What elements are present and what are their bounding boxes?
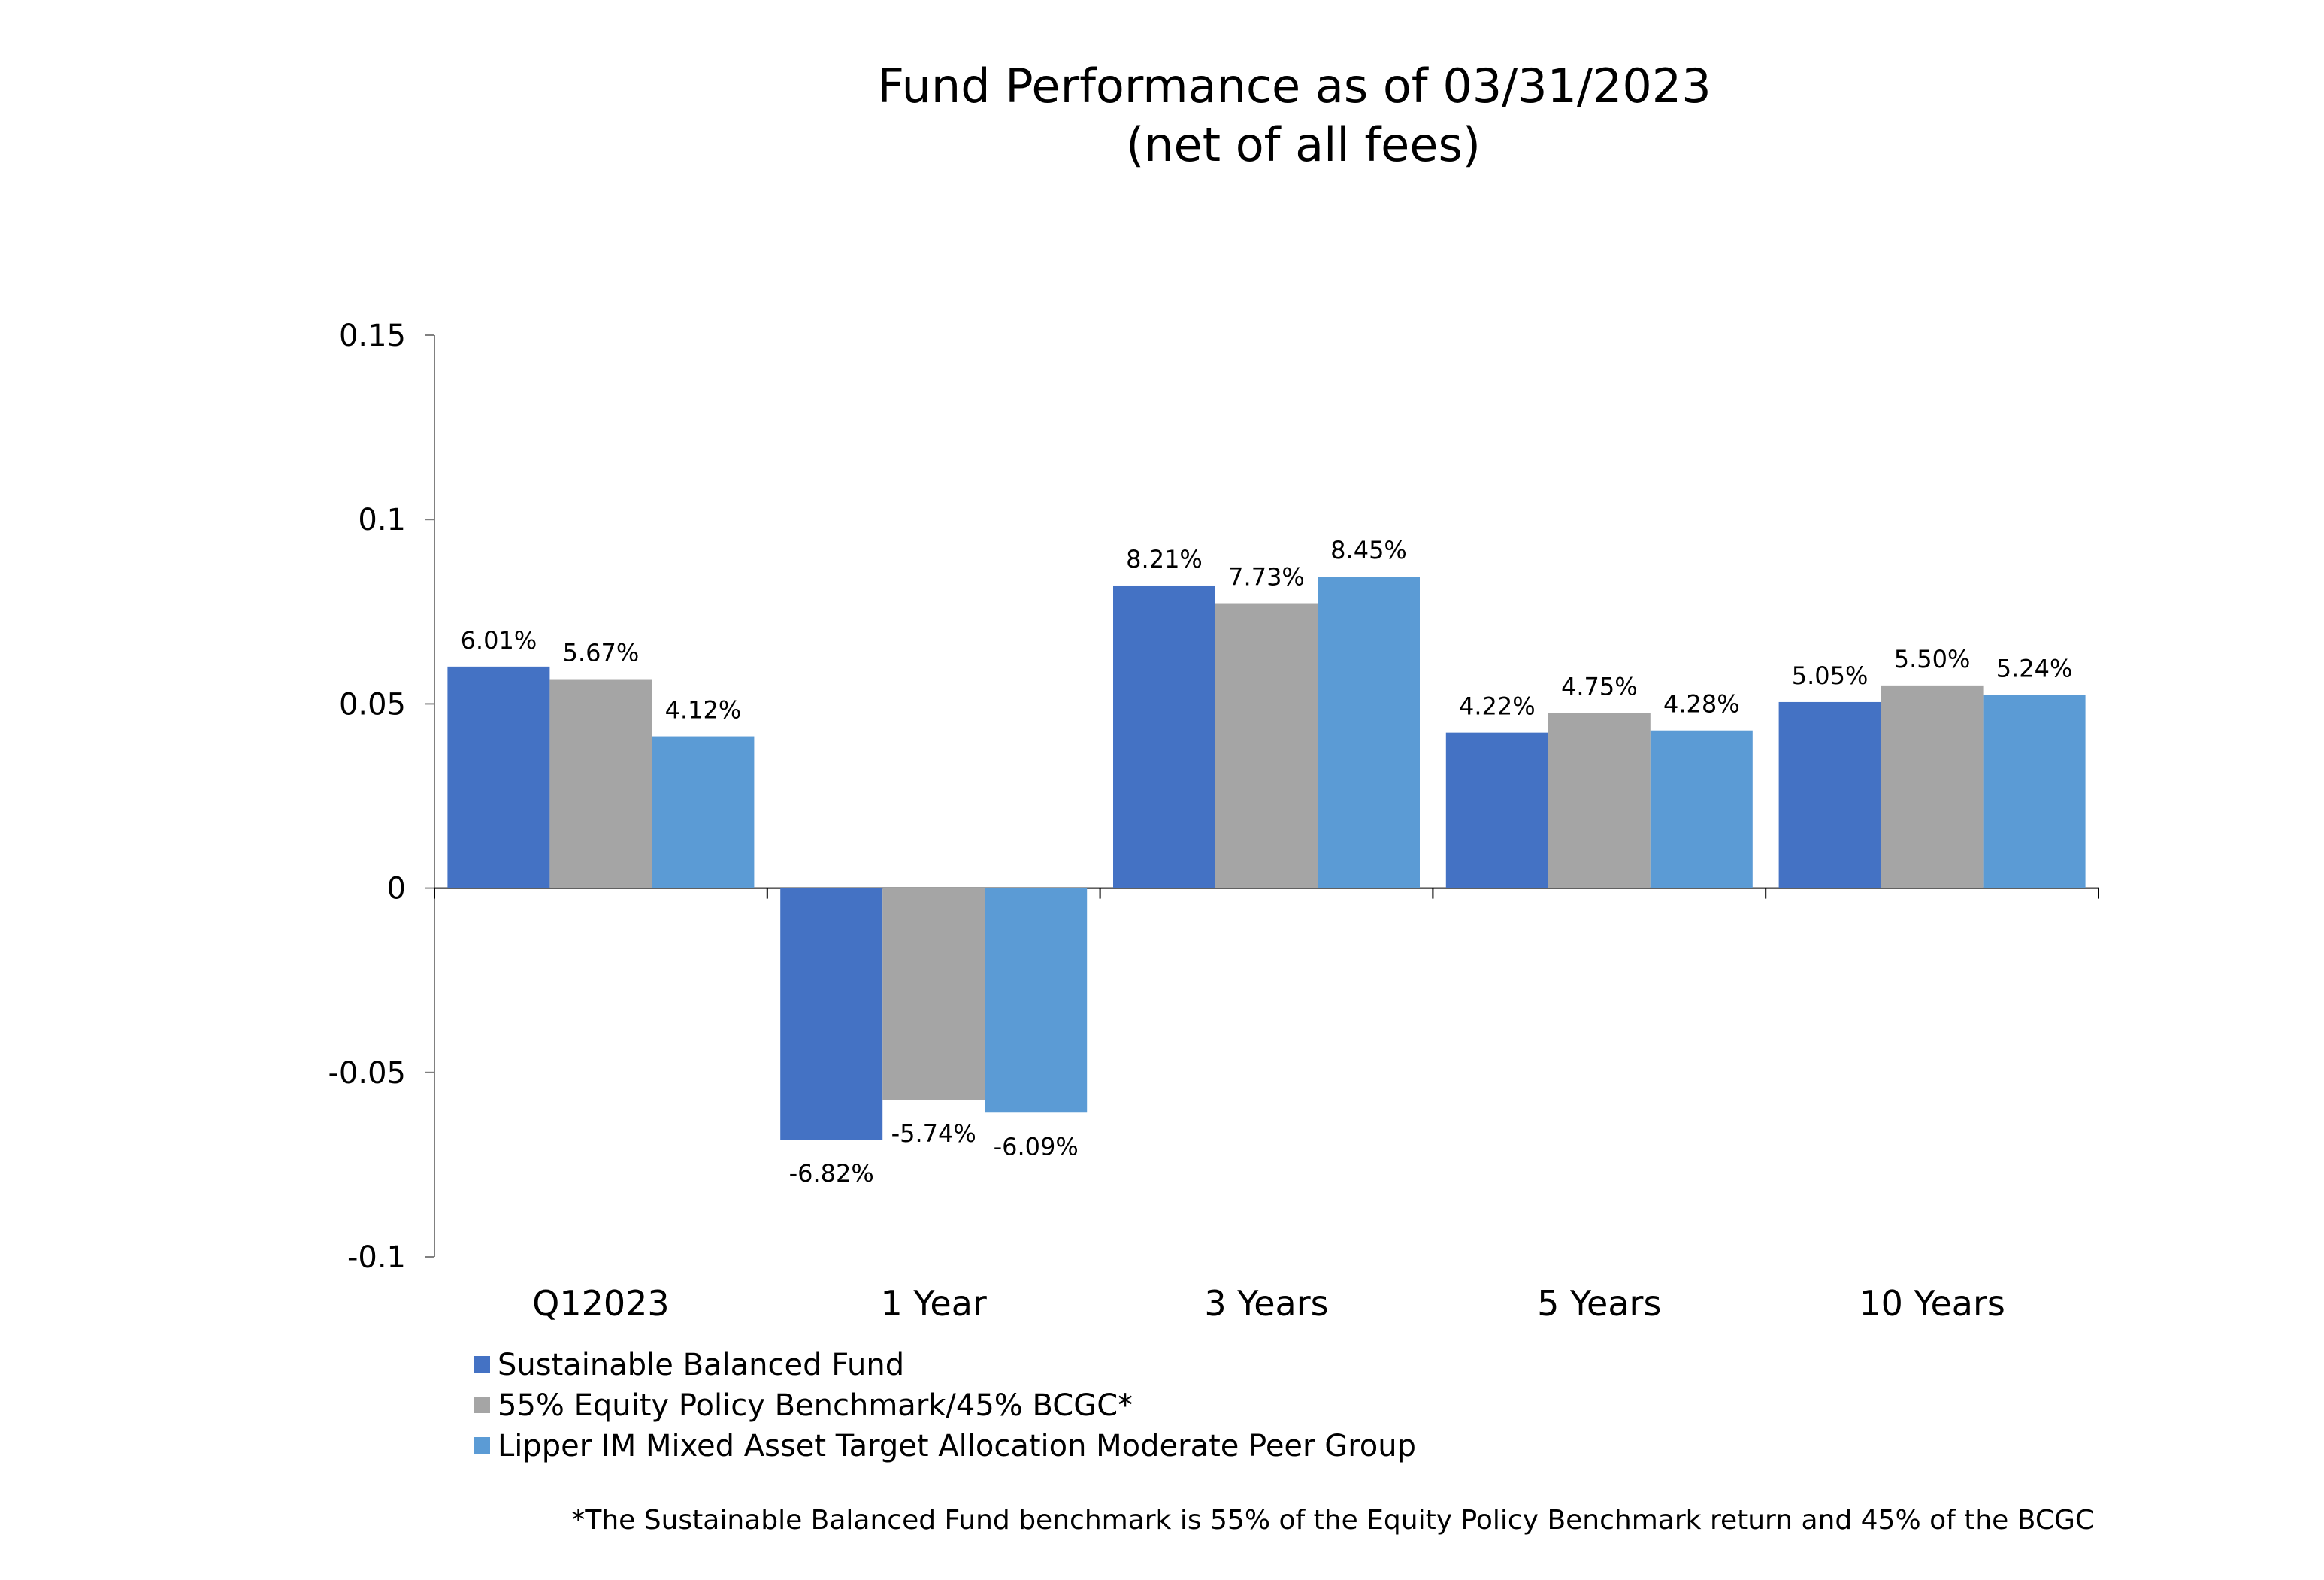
- bar: [1318, 577, 1420, 888]
- bar: [1113, 585, 1215, 888]
- legend-label: Lipper IM Mixed Asset Target Allocation …: [498, 1429, 1416, 1463]
- data-label: 4.12%: [665, 696, 742, 725]
- x-category-label: 10 Years: [1859, 1283, 2005, 1324]
- data-label: 5.50%: [1894, 645, 1971, 673]
- bar: [447, 666, 550, 888]
- data-label: 5.24%: [1996, 655, 2073, 683]
- bar: [652, 736, 755, 888]
- data-label: -6.09%: [994, 1132, 1079, 1161]
- data-label: 8.45%: [1330, 536, 1407, 565]
- chart-footnote: *The Sustainable Balanced Fund benchmark…: [571, 1505, 2094, 1536]
- y-tick-label: -0.05: [328, 1056, 407, 1091]
- y-tick-label: 0.05: [339, 687, 406, 722]
- data-label: -6.82%: [789, 1159, 874, 1188]
- data-label: 5.67%: [563, 639, 640, 667]
- bar: [780, 888, 883, 1140]
- chart-data-labels: 6.01% -6.82% 8.21% 4.22% 5.05% 5.67% -5.74% 7.7…: [461, 536, 2073, 1188]
- legend-swatch: [474, 1437, 490, 1454]
- x-category-label: 1 Year: [881, 1283, 987, 1324]
- data-label: 7.73%: [1228, 563, 1305, 592]
- y-tick-label: 0.1: [358, 503, 406, 537]
- data-label: 5.05%: [1792, 661, 1869, 690]
- data-label: -5.74%: [891, 1119, 976, 1148]
- bar: [549, 679, 652, 888]
- legend-swatch: [474, 1356, 490, 1373]
- data-label: 6.01%: [461, 626, 537, 655]
- legend-label: Sustainable Balanced Fund: [498, 1348, 904, 1382]
- bar: [1881, 685, 1984, 888]
- chart-bars: [447, 577, 2086, 1140]
- bar: [1215, 603, 1318, 888]
- legend-label: 55% Equity Policy Benchmark/45% BCGC*: [498, 1388, 1133, 1423]
- data-label: 8.21%: [1126, 545, 1203, 574]
- chart-title: Fund Performance as of 03/31/2023: [877, 59, 1711, 114]
- legend-swatch: [474, 1397, 490, 1413]
- data-label: 4.22%: [1459, 692, 1536, 721]
- x-category-label: 3 Years: [1204, 1283, 1328, 1324]
- data-label: 4.75%: [1561, 673, 1638, 701]
- bar: [985, 888, 1088, 1113]
- data-label: 4.28%: [1663, 690, 1740, 719]
- y-tick-label: 0.15: [339, 319, 406, 353]
- y-tick-label: 0: [387, 872, 406, 907]
- x-category-label: Q12023: [532, 1283, 670, 1324]
- chart-subtitle: (net of all fees): [1126, 117, 1481, 172]
- bar: [1983, 695, 2086, 888]
- bar: [1445, 732, 1548, 888]
- chart-axes: 0.15 0.1 0.05 0 -0.05 -0.1 Q12023 1 Year 3 Years…: [328, 319, 2099, 1324]
- bar: [1548, 713, 1651, 888]
- bar: [882, 888, 985, 1100]
- chart-legend: Sustainable Balanced Fund 55% Equity Poli…: [474, 1348, 1416, 1463]
- bar: [1650, 730, 1753, 888]
- bar: [1778, 701, 1881, 888]
- x-category-label: 5 Years: [1537, 1283, 1661, 1324]
- y-tick-label: -0.1: [347, 1240, 406, 1275]
